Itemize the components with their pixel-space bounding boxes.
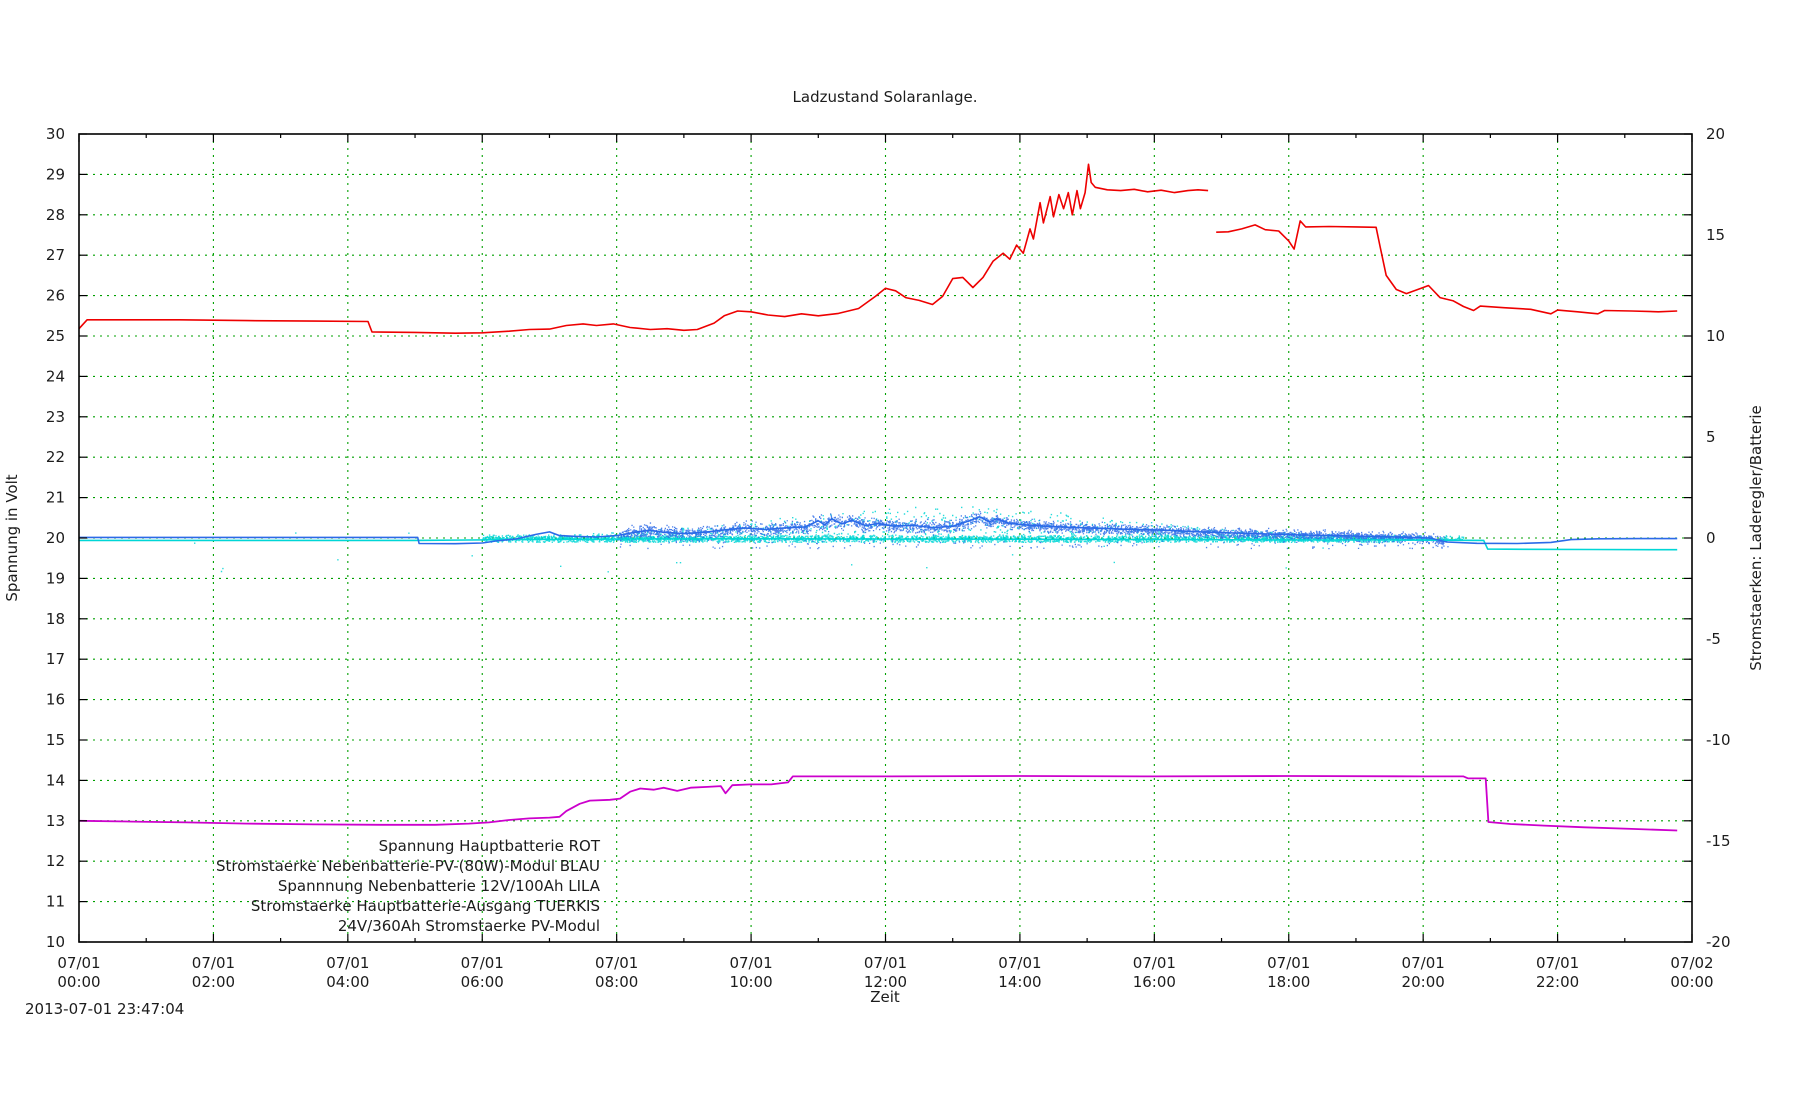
noise-tuerkis-base-band: [482, 535, 1405, 543]
series-lila: [78, 775, 1678, 832]
legend-line-blau: Stromstaerke Nebenbatterie-PV-(80W)-Modu…: [215, 857, 600, 875]
x-tick-label-date: 07/01: [192, 954, 235, 972]
x-tick-label-date: 07/01: [1402, 954, 1445, 972]
y-tick-label: 15: [46, 731, 65, 749]
y-tick-label: 26: [46, 287, 65, 305]
y2-axis-label: Stromstaerken: Laderegler/Batterie: [1747, 405, 1765, 671]
x-tick-label-date: 07/01: [998, 954, 1041, 972]
y-tick-label: 20: [46, 529, 65, 547]
x-tick-label-date: 07/01: [1133, 954, 1176, 972]
chart-title: Ladzustand Solaranlage.: [792, 88, 978, 106]
y-tick-label: 14: [46, 771, 65, 789]
x-tick-label-time: 00:00: [57, 973, 100, 991]
legend: Spannung Hauptbatterie ROT Stromstaerke …: [216, 836, 600, 936]
y2-tick-label: 20: [1706, 125, 1725, 143]
y-tick-label: 22: [46, 448, 65, 466]
series-blau: [79, 516, 1678, 545]
y-tick-label: 29: [46, 165, 65, 183]
y-tick-label: 21: [46, 489, 65, 507]
y-tick-label: 28: [46, 206, 65, 224]
y-tick-label: 30: [46, 125, 65, 143]
x-tick-label-time: 06:00: [461, 973, 504, 991]
x-tick-label-time: 00:00: [1670, 973, 1713, 991]
x-tick-label-date: 07/01: [326, 954, 369, 972]
x-tick-label-date: 07/01: [461, 954, 504, 972]
x-tick-label-date: 07/01: [57, 954, 100, 972]
x-tick-label-date: 07/01: [1267, 954, 1310, 972]
x-tick-label-time: 16:00: [1133, 973, 1176, 991]
y-tick-label: 19: [46, 569, 65, 587]
y2-tick-label: 15: [1706, 226, 1725, 244]
x-tick-label-time: 02:00: [192, 973, 235, 991]
x-axis-label: Zeit: [870, 988, 900, 1006]
legend-line-pv-modul: 24V/360Ah Stromstaerke PV-Modul: [337, 917, 600, 935]
y-tick-label: 13: [46, 812, 65, 830]
x-tick-label-time: 10:00: [729, 973, 772, 991]
x-tick-label-time: 08:00: [595, 973, 638, 991]
legend-line-tuerkis: Stromstaerke Hauptbatterie-Ausgang TUERK…: [250, 897, 600, 915]
y-tick-label: 27: [46, 246, 65, 264]
x-tick-label-time: 18:00: [1267, 973, 1310, 991]
y-tick-label: 25: [46, 327, 65, 345]
legend-line-lila: Spannnung Nebenbatterie 12V/100Ah LILA: [277, 877, 600, 895]
x-tick-label-date: 07/01: [595, 954, 638, 972]
y2-tick-label: -10: [1706, 731, 1731, 749]
timestamp-label: 2013-07-01 23:47:04: [25, 1000, 185, 1018]
y2-tick-label: 0: [1706, 529, 1716, 547]
y-tick-label: 23: [46, 408, 65, 426]
y-tick-label: 10: [46, 933, 65, 951]
x-tick-label-time: 14:00: [998, 973, 1041, 991]
y-axis-label: Spannung in Volt: [3, 474, 21, 602]
y2-tick-label: -20: [1706, 933, 1731, 951]
noise-tuerkis-day-peaks: [482, 506, 1465, 541]
series-rot: [78, 163, 1678, 334]
legend-line-rot: Spannung Hauptbatterie ROT: [378, 837, 600, 855]
y2-tick-label: 10: [1706, 327, 1725, 345]
y-tick-label: 18: [46, 610, 65, 628]
x-tick-label-time: 20:00: [1402, 973, 1445, 991]
series-tuerkis: [79, 538, 1678, 551]
x-tick-label-date: 07/01: [729, 954, 772, 972]
y-tick-label: 11: [46, 893, 65, 911]
x-tick-label-time: 04:00: [326, 973, 369, 991]
x-tick-label-date: 07/01: [1536, 954, 1579, 972]
y-tick-label: 16: [46, 691, 65, 709]
x-tick-label-date: 07/02: [1670, 954, 1713, 972]
x-tick-label-date: 07/01: [864, 954, 907, 972]
y-tick-label: 12: [46, 852, 65, 870]
y-tick-label: 17: [46, 650, 65, 668]
x-tick-label-time: 22:00: [1536, 973, 1579, 991]
y2-tick-label: 5: [1706, 428, 1716, 446]
y2-tick-label: -15: [1706, 832, 1731, 850]
x-tick-label-time: 12:00: [864, 973, 907, 991]
y-tick-label: 24: [46, 367, 65, 385]
noise-blau-below: [619, 539, 1449, 550]
noise-blau-around-line: [616, 511, 988, 542]
y2-tick-label: -5: [1706, 630, 1721, 648]
